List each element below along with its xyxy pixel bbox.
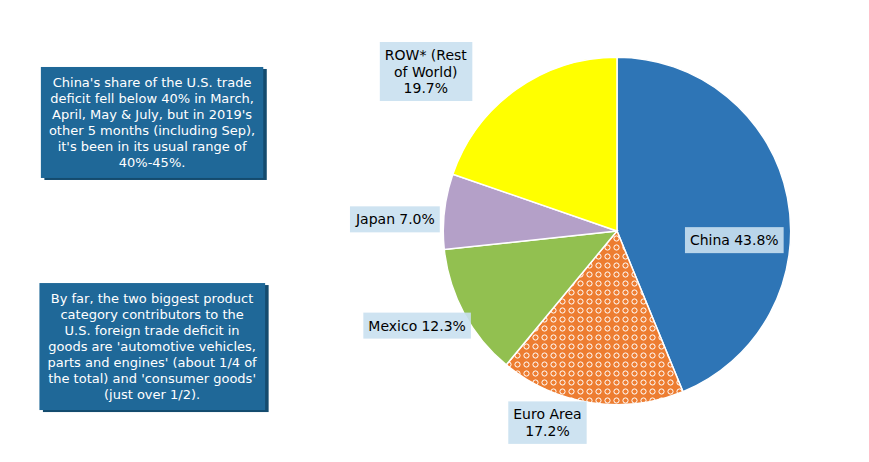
label-box: China43.8%: [685, 227, 784, 253]
label-box: Japan7.0%: [350, 206, 440, 232]
pie: [443, 57, 790, 404]
annotation-part: (just over 1/2).: [104, 387, 200, 402]
label-box-bg: [380, 42, 473, 101]
data-label: Mexico12.3%: [368, 318, 466, 334]
annotation-part: parts and engines' (about 1/4 of: [47, 355, 257, 370]
data-label-part: Japan: [355, 211, 395, 227]
annotation-part: April, May & July, but in 2019's: [52, 107, 252, 122]
annotation-part: By far, the two biggest product: [51, 291, 254, 306]
data-label-part: China: [690, 232, 730, 248]
label-box: Euro Area17.2%: [508, 401, 586, 444]
pie-slice: [444, 231, 617, 365]
annotation-bg: [41, 67, 263, 178]
annotation-part: 40%-45%.: [119, 155, 186, 170]
chart: China43.8% Euro Area17.2% Mexico12.3% Japan…: [0, 0, 869, 462]
label-box-bg: [363, 313, 471, 339]
label-box-bg: [350, 206, 440, 232]
annotation-box: China's share of the U.S. tradedeficit f…: [41, 67, 267, 180]
data-labels: China43.8% Euro Area17.2% Mexico12.3% Japan…: [350, 42, 784, 444]
data-label-part: of World): [394, 64, 458, 80]
annotation-part: it's been in its usual range of: [58, 139, 247, 154]
pie-slice: [453, 57, 617, 231]
annotation-part: deficit fell below 40% in March,: [50, 91, 254, 106]
label-box: ROW* (Restof World)19.7%: [380, 42, 473, 101]
data-label-part: 43.8%: [734, 232, 778, 248]
data-label-part: Mexico: [368, 318, 417, 334]
annotation: China's share of the U.S. tradedeficit f…: [49, 75, 255, 170]
data-label-part: ROW* (Rest: [385, 47, 468, 63]
annotation: By far, the two biggest productcategory …: [47, 291, 257, 402]
annotation-part: other 5 months (including Sep),: [49, 123, 255, 138]
data-label-part: Euro Area: [513, 406, 581, 422]
data-label-part: 7.0%: [399, 211, 435, 227]
label-box-bg: [685, 227, 784, 253]
data-label: Euro Area17.2%: [513, 406, 581, 439]
annotations: China's share of the U.S. tradedeficit f…: [39, 67, 268, 412]
annotation-part: China's share of the U.S. trade: [53, 75, 252, 90]
annotation-part: category contributors to the: [60, 307, 243, 322]
data-label-part: 17.2%: [525, 423, 569, 439]
annotation-part: goods are 'automotive vehicles,: [48, 339, 256, 354]
label-box: Mexico12.3%: [363, 313, 471, 339]
label-box-bg: [508, 401, 586, 444]
data-label: ROW* (Restof World)19.7%: [385, 47, 468, 96]
annotation-bg: [39, 283, 265, 410]
annotation-part: the total) and 'consumer goods': [48, 371, 256, 386]
annotation-part: U.S. foreign trade deficit in: [65, 323, 240, 338]
data-label: China43.8%: [690, 232, 779, 248]
data-label-part: 12.3%: [421, 318, 465, 334]
annotation-box: By far, the two biggest productcategory …: [39, 283, 268, 412]
data-label-part: 19.7%: [404, 80, 448, 96]
data-label: Japan7.0%: [355, 211, 435, 227]
